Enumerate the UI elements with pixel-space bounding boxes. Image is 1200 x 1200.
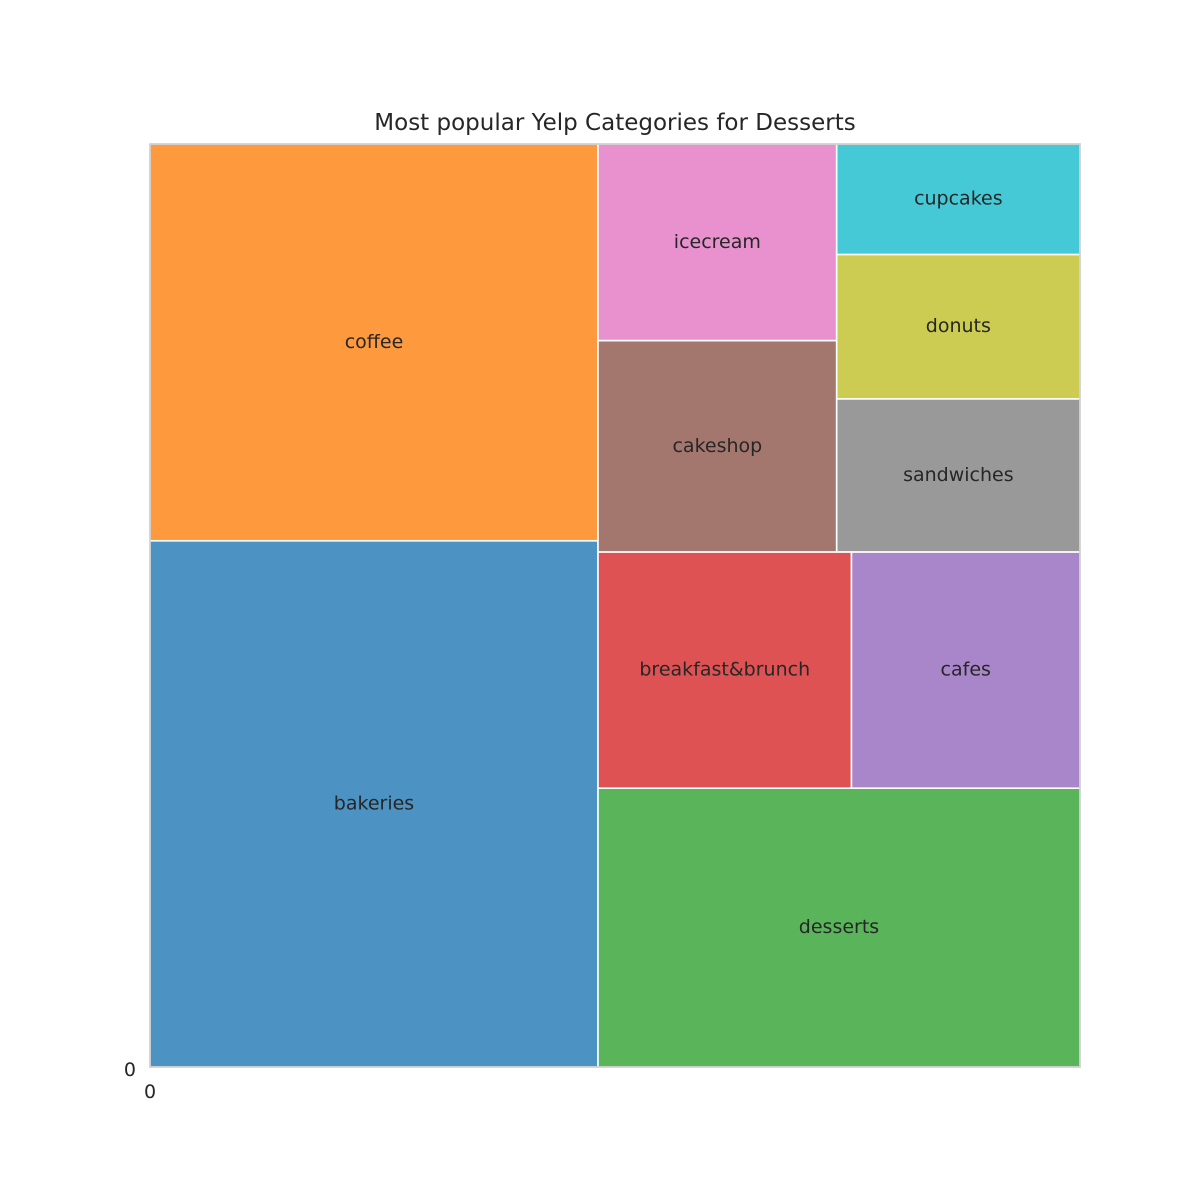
treemap-tile-cafes (850, 551, 1081, 789)
treemap-label-desserts: desserts (799, 916, 879, 938)
treemap-label-cafes: cafes (941, 659, 991, 681)
x-tick-label: 0 (144, 1081, 156, 1103)
treemap-tile-bakeries (149, 539, 599, 1068)
treemap-label-coffee: coffee (345, 331, 404, 353)
treemap-tile-sandwiches (835, 398, 1081, 553)
treemap-label-breakfast-brunch: breakfast&brunch (639, 659, 810, 681)
treemap-tile-breakfast-brunch (597, 551, 853, 789)
treemap-tile-cupcakes (835, 143, 1081, 256)
treemap-tile-donuts (835, 253, 1081, 400)
treemap-label-cupcakes: cupcakes (914, 188, 1003, 210)
treemap-tile-cakeshop (597, 339, 838, 553)
chart-title: Most popular Yelp Categories for Dessert… (374, 110, 855, 136)
treemap-tile-coffee (149, 143, 599, 542)
treemap-label-sandwiches: sandwiches (903, 464, 1014, 486)
treemap-label-bakeries: bakeries (334, 792, 414, 814)
treemap-tile-icecream (597, 143, 838, 342)
y-tick-label: 0 (124, 1059, 136, 1081)
treemap-label-icecream: icecream (674, 231, 761, 253)
treemap-label-cakeshop: cakeshop (672, 435, 762, 457)
treemap-label-donuts: donuts (926, 315, 991, 337)
plot-frame (149, 143, 1081, 1068)
treemap-tiles (149, 143, 1081, 1068)
treemap-labels: bakeries coffee desserts breakfast&brunch ca… (334, 188, 1014, 938)
